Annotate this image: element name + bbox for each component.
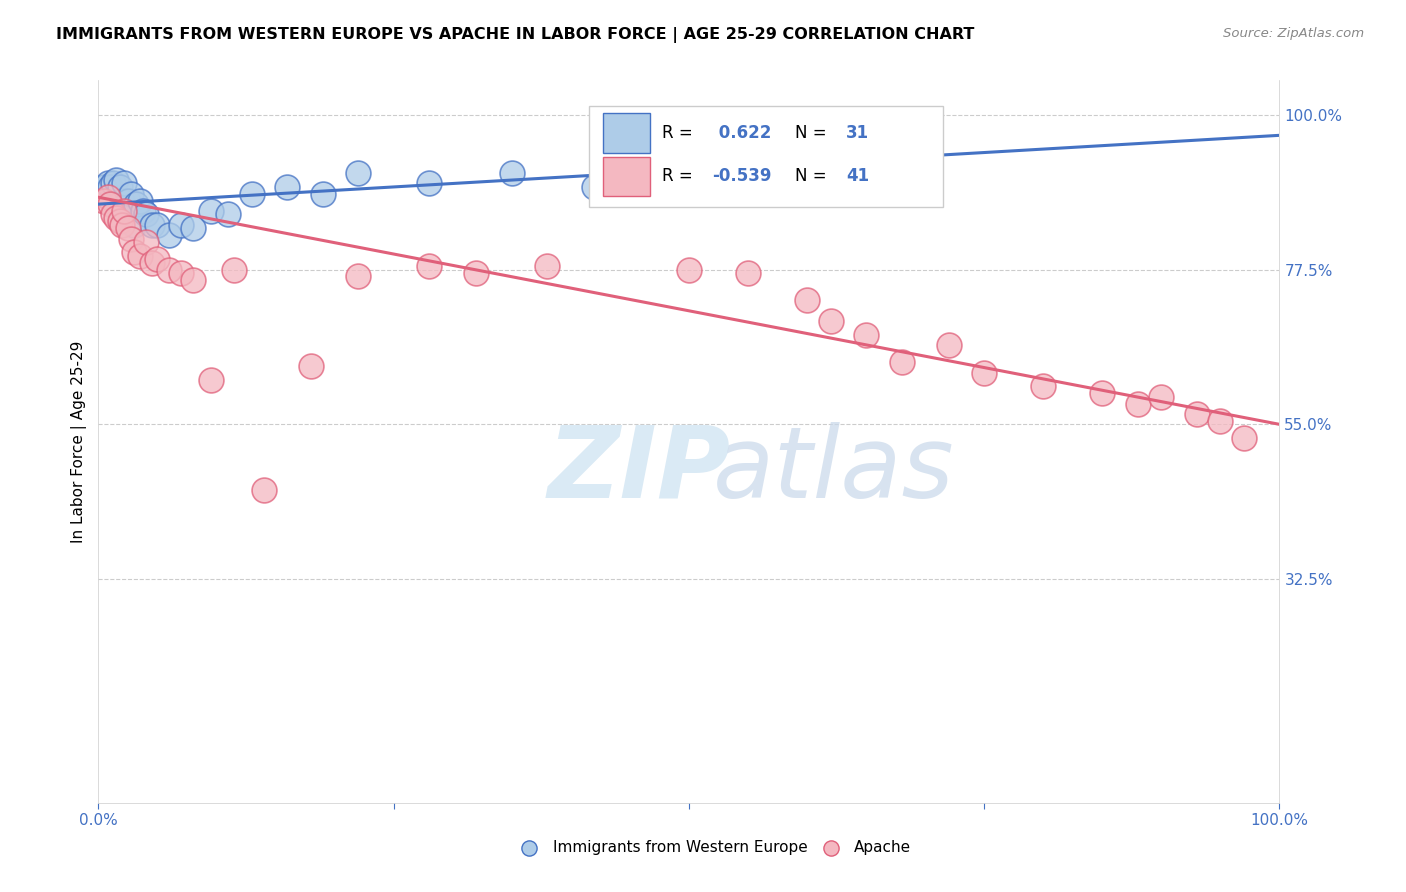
Point [501,166,523,180]
Point [105,173,128,187]
Point [111,218,134,232]
Point [141,255,163,269]
Text: N =: N = [796,168,832,186]
Point [200,204,222,219]
Point [1233,431,1256,445]
Point [1150,390,1173,404]
Point [128,249,150,263]
Point [1032,379,1054,393]
Point [347,269,370,284]
Text: Immigrants from Western Europe: Immigrants from Western Europe [553,840,808,855]
Point [536,259,558,273]
Point [135,207,157,221]
Point [1209,414,1232,428]
Point [678,162,700,177]
Point [796,145,818,160]
Point [820,838,842,853]
Point [224,262,246,277]
Point [938,338,960,352]
Text: 0.622: 0.622 [713,124,770,142]
Point [217,207,239,221]
Point [973,366,995,380]
Text: R =: R = [662,124,697,142]
Text: 31: 31 [846,124,869,142]
Point [93,180,115,194]
Point [347,166,370,180]
FancyBboxPatch shape [603,113,650,153]
Point [519,838,541,853]
Point [98,197,121,211]
Point [128,194,150,208]
Point [1185,407,1208,421]
Text: N =: N = [796,124,832,142]
Point [418,177,440,191]
Point [93,194,115,208]
Text: Apache: Apache [855,840,911,855]
Point [101,207,124,221]
Point [1091,386,1114,401]
Point [678,262,700,277]
Point [117,221,139,235]
Point [253,483,276,497]
Text: 41: 41 [846,168,869,186]
Point [122,245,145,260]
Point [820,314,842,328]
Point [105,211,128,225]
Point [170,266,193,280]
Point [583,180,606,194]
Text: IMMIGRANTS FROM WESTERN EUROPE VS APACHE IN LABOR FORCE | AGE 25-29 CORRELATION : IMMIGRANTS FROM WESTERN EUROPE VS APACHE… [56,27,974,43]
Point [240,186,263,201]
Point [796,293,818,308]
Point [276,180,298,194]
Point [418,259,440,273]
Text: -0.539: -0.539 [713,168,772,186]
Point [135,235,157,249]
FancyBboxPatch shape [589,105,943,207]
Point [132,204,155,219]
Point [465,266,488,280]
Point [312,186,335,201]
Point [112,177,135,191]
FancyBboxPatch shape [603,156,650,196]
Point [737,266,759,280]
Point [112,204,135,219]
Point [108,214,131,228]
Text: atlas: atlas [713,422,955,519]
Point [97,190,120,204]
Y-axis label: In Labor Force | Age 25-29: In Labor Force | Age 25-29 [72,341,87,542]
Text: Source: ZipAtlas.com: Source: ZipAtlas.com [1223,27,1364,40]
Point [125,197,148,211]
Point [146,218,169,232]
Point [157,228,180,243]
Point [181,221,204,235]
Point [890,355,912,369]
Point [1126,397,1149,411]
Point [97,177,120,191]
Point [117,194,139,208]
Point [181,273,204,287]
Point [855,327,877,342]
Point [98,180,121,194]
Point [170,218,193,232]
Point [141,218,163,232]
Point [122,218,145,232]
Text: ZIP: ZIP [547,422,730,519]
Text: R =: R = [662,168,697,186]
Point [101,177,124,191]
Point [108,180,131,194]
Point [146,252,169,267]
Point [200,373,222,387]
Point [121,186,143,201]
Point [111,194,134,208]
Point [121,231,143,245]
Point [157,262,180,277]
Point [299,359,322,373]
